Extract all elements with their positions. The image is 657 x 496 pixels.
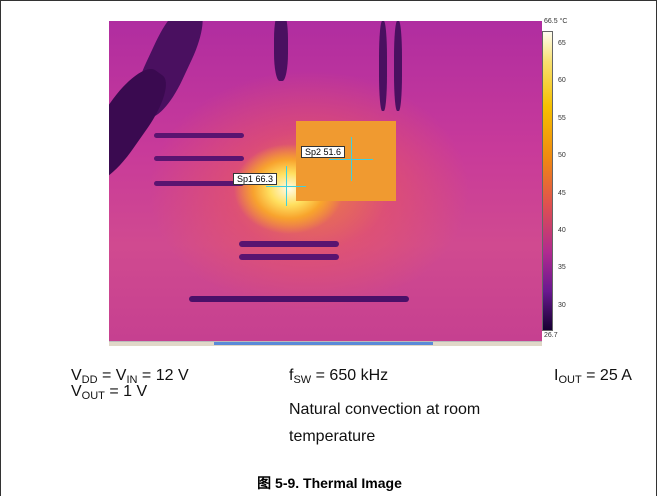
pin-row: [239, 241, 339, 247]
scale-max: 66.5 °C: [544, 18, 568, 25]
trace: [379, 21, 387, 111]
trace: [394, 21, 402, 111]
caption: 图 5-9. Thermal Image: [257, 475, 402, 491]
scale-tick: 30: [558, 301, 566, 309]
scale-tick: 65: [558, 40, 566, 47]
ic-chip: [296, 121, 396, 201]
trace: [274, 21, 288, 81]
spot-label: Sp1 66.3: [233, 173, 278, 185]
scroll-thumb: [214, 342, 433, 345]
pin-row: [189, 296, 409, 302]
condition: fSW = 650 kHz: [289, 367, 389, 386]
condition: temperature: [289, 428, 376, 445]
pin-row: [154, 133, 244, 138]
condition: VDD = VIN = 12 V: [71, 367, 189, 386]
crosshair: [351, 137, 352, 181]
pin-row: [154, 181, 244, 186]
scale-tick: 50: [558, 152, 566, 160]
pin-row: [154, 156, 244, 161]
condition: IOUT = 25 A: [554, 367, 632, 386]
scrollbar: [109, 341, 542, 346]
pin-row: [239, 254, 339, 260]
crosshair: [286, 166, 287, 206]
condition: VOUT = 1 V: [71, 383, 148, 402]
thermal-image: Sp1 66.3 Sp2 51.6: [109, 21, 542, 341]
scale-tick: 60: [558, 77, 566, 85]
scale-tick: 45: [558, 189, 566, 197]
spot-label: Sp2 51.6: [301, 146, 346, 158]
color-scale: [542, 31, 553, 331]
scale-tick: 35: [558, 264, 566, 272]
condition: Natural convection at room: [289, 401, 481, 418]
scale-tick: 40: [558, 227, 566, 234]
scale-tick: 55: [558, 114, 566, 122]
scale-min: 26.7: [544, 332, 558, 339]
